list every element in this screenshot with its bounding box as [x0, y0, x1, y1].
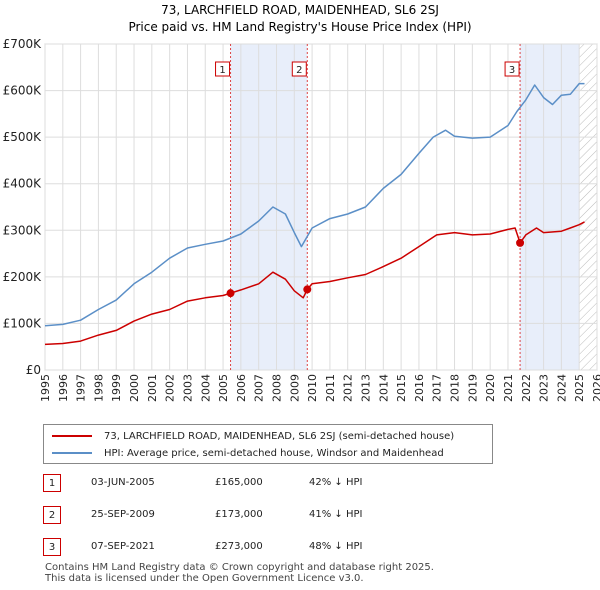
x-tick-label: 2025: [573, 374, 586, 402]
x-tick-label: 2017: [431, 374, 444, 402]
ownership-period-shade: [230, 44, 308, 370]
sale-point: [226, 289, 235, 298]
legend-label-property: 73, LARCHFIELD ROAD, MAIDENHEAD, SL6 2SJ…: [104, 430, 455, 442]
y-tick-label: £600K: [3, 84, 43, 98]
x-tick-label: 1998: [92, 374, 105, 402]
x-tick-label: 2019: [466, 374, 479, 402]
chart-title: 73, LARCHFIELD ROAD, MAIDENHEAD, SL6 2SJ: [161, 3, 439, 17]
y-tick-label: £100K: [3, 316, 43, 330]
x-tick-label: 2014: [377, 374, 390, 402]
x-tick-label: 2018: [449, 374, 462, 402]
sale-number-badge: 3: [43, 538, 61, 556]
sale-price: £273,000: [215, 541, 263, 552]
x-tick-label: 2026: [591, 374, 600, 402]
x-tick-label: 2021: [502, 374, 515, 402]
y-tick-label: £700K: [3, 37, 43, 51]
table-row: 3 07-SEP-2021 £273,000 48% ↓ HPI: [43, 538, 503, 556]
sale-price: £165,000: [215, 477, 263, 488]
sale-number-box: [504, 61, 520, 77]
price-chart: 73, LARCHFIELD ROAD, MAIDENHEAD, SL6 2SJ…: [3, 3, 600, 402]
x-tick-label: 2007: [253, 374, 266, 402]
sale-point: [303, 285, 312, 294]
sale-number-badge: 1: [43, 474, 61, 492]
sale-number-label: 1: [219, 65, 225, 76]
x-tick-label: 2016: [413, 374, 426, 402]
future-hatch-region: [579, 44, 597, 370]
x-tick-label: 2012: [342, 374, 355, 402]
x-tick-label: 2011: [324, 374, 337, 402]
table-row: 2 25-SEP-2009 £173,000 41% ↓ HPI: [43, 506, 503, 524]
legend-swatch-property: [52, 435, 92, 437]
x-tick-label: 1996: [57, 374, 70, 402]
legend-item-hpi: HPI: Average price, semi-detached house,…: [52, 446, 444, 460]
sale-number-box: [291, 61, 307, 77]
x-tick-label: 2000: [128, 374, 141, 402]
sale-date: 03-JUN-2005: [91, 477, 155, 488]
sale-point: [516, 238, 525, 247]
x-tick-label: 2002: [164, 374, 177, 402]
sale-number-label: 3: [509, 65, 515, 76]
sale-hpi-diff: 41% ↓ HPI: [309, 509, 363, 520]
plot-area: [44, 43, 598, 371]
series-line: [44, 221, 585, 346]
sale-date: 07-SEP-2021: [91, 541, 155, 552]
sale-hpi-diff: 42% ↓ HPI: [309, 477, 363, 488]
sale-hpi-diff: 48% ↓ HPI: [309, 541, 363, 552]
y-tick-label: £300K: [3, 223, 43, 237]
y-tick-label: £0: [26, 363, 41, 377]
footer-copyright: Contains HM Land Registry data © Crown c…: [45, 562, 434, 573]
x-tick-label: 2020: [484, 374, 497, 402]
legend-swatch-hpi: [52, 452, 92, 454]
sale-price: £173,000: [215, 509, 263, 520]
x-tick-label: 1995: [39, 374, 52, 402]
series-line: [44, 82, 585, 327]
x-tick-label: 2015: [395, 374, 408, 402]
y-tick-label: £400K: [3, 177, 43, 191]
x-tick-label: 2003: [181, 374, 194, 402]
sale-date: 25-SEP-2009: [91, 509, 155, 520]
sale-number-box: [215, 61, 231, 77]
x-tick-label: 2024: [555, 374, 568, 402]
footer: Contains HM Land Registry data © Crown c…: [45, 562, 434, 584]
x-tick-label: 1997: [75, 374, 88, 402]
legend-item-property: 73, LARCHFIELD ROAD, MAIDENHEAD, SL6 2SJ…: [52, 429, 454, 443]
y-tick-label: £500K: [3, 130, 43, 144]
sale-number-badge: 2: [43, 506, 61, 524]
table-row: 1 03-JUN-2005 £165,000 42% ↓ HPI: [43, 474, 503, 492]
x-tick-label: 2001: [146, 374, 159, 402]
legend-label-hpi: HPI: Average price, semi-detached house,…: [104, 447, 444, 459]
x-tick-label: 2004: [199, 374, 212, 402]
x-tick-label: 2009: [288, 374, 301, 402]
sale-number-label: 2: [296, 65, 302, 76]
x-tick-label: 2010: [306, 374, 319, 402]
x-tick-label: 2008: [270, 374, 283, 402]
y-tick-label: £200K: [3, 270, 43, 284]
chart-subtitle: Price paid vs. HM Land Registry's House …: [128, 20, 471, 34]
x-tick-label: 2005: [217, 374, 230, 402]
x-tick-label: 2022: [520, 374, 533, 402]
x-tick-label: 2013: [360, 374, 373, 402]
x-tick-label: 2023: [538, 374, 551, 402]
footer-licence: This data is licensed under the Open Gov…: [45, 573, 364, 584]
x-tick-label: 1999: [110, 374, 123, 402]
legend: 73, LARCHFIELD ROAD, MAIDENHEAD, SL6 2SJ…: [43, 424, 493, 464]
x-tick-label: 2006: [235, 374, 248, 402]
ownership-period-shade: [520, 44, 580, 370]
